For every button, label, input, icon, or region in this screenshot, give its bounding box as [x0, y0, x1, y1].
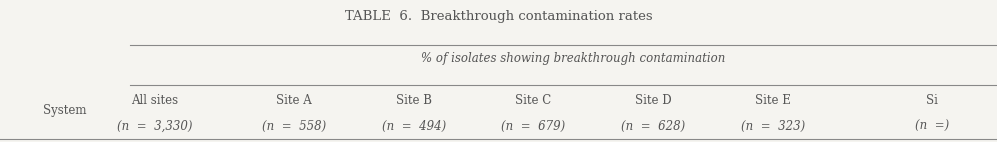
Text: Site D: Site D — [635, 94, 671, 107]
Text: (n  =  679): (n = 679) — [501, 120, 565, 133]
Text: Site C: Site C — [515, 94, 551, 107]
Text: TABLE  6.  Breakthrough contamination rates: TABLE 6. Breakthrough contamination rate… — [345, 10, 652, 23]
Text: (n  =  628): (n = 628) — [621, 120, 685, 133]
Text: (n  =  558): (n = 558) — [262, 120, 326, 133]
Text: (n  =): (n =) — [915, 120, 949, 133]
Text: Site A: Site A — [276, 94, 312, 107]
Text: (n  =  323): (n = 323) — [741, 120, 805, 133]
Text: Site B: Site B — [396, 94, 432, 107]
Text: (n  =  494): (n = 494) — [382, 120, 446, 133]
Text: (n  =  3,330): (n = 3,330) — [117, 120, 192, 133]
Text: Si: Si — [926, 94, 938, 107]
Text: Site E: Site E — [755, 94, 791, 107]
Text: All sites: All sites — [131, 94, 178, 107]
Text: System: System — [43, 104, 87, 117]
Text: % of isolates showing breakthrough contamination: % of isolates showing breakthrough conta… — [421, 52, 726, 65]
